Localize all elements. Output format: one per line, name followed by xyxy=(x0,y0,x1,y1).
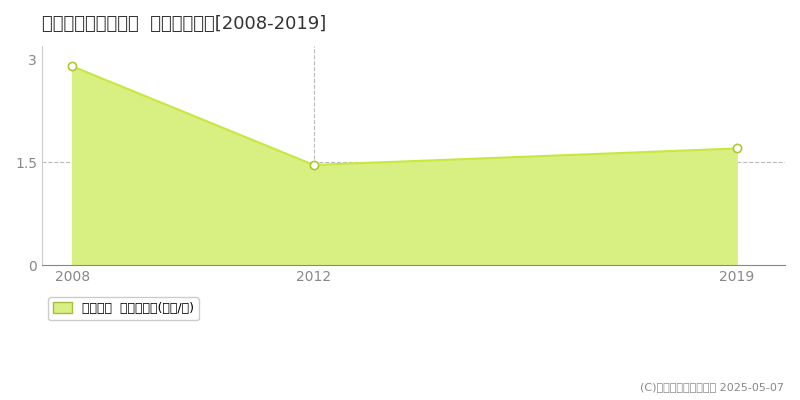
Point xyxy=(307,162,320,168)
Text: (C)土地価格ドットコム 2025-05-07: (C)土地価格ドットコム 2025-05-07 xyxy=(640,382,784,392)
Text: 宇城市小川町北部田  土地価格推移[2008-2019]: 宇城市小川町北部田 土地価格推移[2008-2019] xyxy=(42,15,326,33)
Legend: 土地価格  平均坪単価(万円/坪): 土地価格 平均坪単価(万円/坪) xyxy=(48,297,199,320)
Point xyxy=(730,145,743,152)
Point xyxy=(66,63,78,70)
